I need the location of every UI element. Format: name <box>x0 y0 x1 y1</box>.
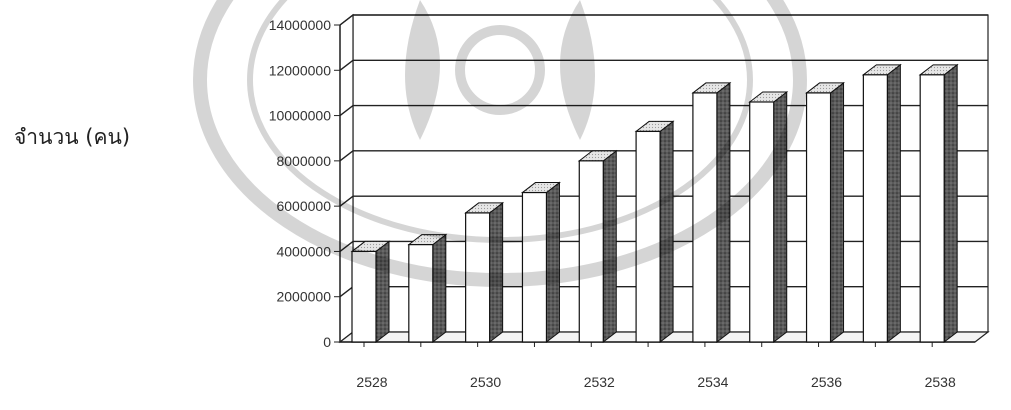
bar-front-face <box>693 93 717 342</box>
bar-side-face <box>546 183 559 342</box>
bar-side-face <box>603 151 616 342</box>
bar-side-face <box>433 235 446 342</box>
bar-side-face <box>660 121 673 342</box>
plot-left-wall <box>340 15 353 342</box>
bar-side-face <box>831 83 844 342</box>
bar-front-face <box>579 161 603 342</box>
y-tick-label: 14000000 <box>269 17 332 33</box>
y-tick-label: 0 <box>323 334 331 350</box>
bar-side-face <box>887 65 900 342</box>
y-tick-label: 12000000 <box>269 62 332 78</box>
x-tick-label: 2534 <box>697 374 728 390</box>
y-tick-label: 8000000 <box>276 153 331 169</box>
bar <box>352 241 389 342</box>
bar <box>807 83 844 342</box>
bar <box>920 65 957 342</box>
bar-front-face <box>522 193 546 342</box>
x-tick-label: 2528 <box>356 374 387 390</box>
bar-side-face <box>774 92 787 342</box>
bar-front-face <box>409 245 433 342</box>
bar-front-face <box>750 102 774 342</box>
bar-front-face <box>807 93 831 342</box>
bar-front-face <box>466 213 490 342</box>
bar-side-face <box>944 65 957 342</box>
bar <box>522 183 559 342</box>
bar <box>863 65 900 342</box>
x-tick-label: 2532 <box>584 374 615 390</box>
bar-front-face <box>863 75 887 342</box>
x-tick-label: 2538 <box>925 374 956 390</box>
y-tick-label: 6000000 <box>276 198 331 214</box>
bar <box>579 151 616 342</box>
bar <box>636 121 673 342</box>
x-tick-label: 2536 <box>811 374 842 390</box>
bar <box>693 83 730 342</box>
y-tick-label: 4000000 <box>276 243 331 259</box>
bar <box>750 92 787 342</box>
bar-side-face <box>490 203 503 342</box>
bar-side-face <box>717 83 730 342</box>
y-tick-label: 10000000 <box>269 108 332 124</box>
bar-front-face <box>636 131 660 342</box>
x-tick-label: 2530 <box>470 374 501 390</box>
bar <box>409 235 446 342</box>
bar-front-face <box>352 251 376 342</box>
bar <box>466 203 503 342</box>
bar-side-face <box>376 241 389 342</box>
y-tick-label: 2000000 <box>276 289 331 305</box>
bar-front-face <box>920 75 944 342</box>
